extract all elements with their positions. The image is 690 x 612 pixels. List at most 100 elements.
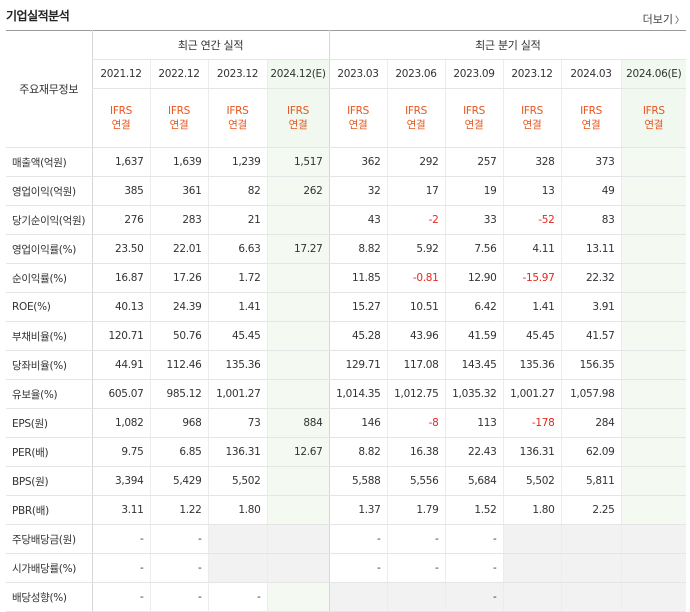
cell-value: 1,517: [266, 147, 330, 177]
cell-value: 8.82: [328, 234, 388, 264]
cell-value: [620, 379, 687, 409]
standard-ifrs: IFRS: [110, 105, 132, 117]
row-label: 유보율(%): [6, 379, 92, 409]
period-header: 2021.12: [91, 59, 150, 89]
cell-value: 884: [266, 408, 330, 438]
cell-value: [620, 176, 687, 206]
cell-value: 362: [328, 147, 388, 177]
cell-value: 3,394: [91, 466, 150, 496]
cell-value: 62.09: [560, 437, 622, 467]
cell-value: [266, 495, 330, 525]
cell-value: -178: [502, 408, 562, 438]
cell-value: 16.87: [91, 263, 150, 293]
standard-consolidated: 연결: [406, 119, 426, 131]
cell-value: 373: [560, 147, 622, 177]
cell-value: 83: [560, 205, 622, 235]
cell-value: 82: [207, 176, 267, 206]
cell-value: 17: [386, 176, 446, 206]
cell-value: 9.75: [91, 437, 150, 467]
cell-value: 1,014.35: [328, 379, 388, 409]
standard-ifrs: IFRS: [642, 105, 665, 117]
cell-value: [502, 553, 562, 583]
table-row: 주당배당금(원) - - - - -: [6, 524, 687, 554]
cell-value: -: [149, 553, 208, 583]
cell-value: 1.52: [444, 495, 504, 525]
period-header: 2023.03: [328, 59, 388, 89]
more-link[interactable]: 더보기 〉: [643, 11, 684, 27]
cell-value: [266, 205, 330, 235]
standard-consolidated: 연결: [522, 119, 542, 131]
period-header: 2022.12: [149, 59, 208, 89]
period-header: 2023.12: [502, 59, 562, 89]
cell-value: 1,082: [91, 408, 150, 438]
cell-value: [266, 553, 330, 583]
period-header: 2024.03: [560, 59, 622, 89]
standard-consolidated: 연결: [288, 119, 308, 131]
cell-value: 112.46: [149, 350, 208, 380]
cell-value: 11.85: [328, 263, 388, 293]
standard-ifrs: IFRS: [287, 105, 309, 117]
cell-value: 40.13: [91, 292, 150, 322]
cell-value: 1.80: [502, 495, 562, 525]
cell-value: 143.45: [444, 350, 504, 380]
cell-value: 13.11: [560, 234, 622, 264]
cell-value: 276: [91, 205, 150, 235]
cell-value: [620, 321, 687, 351]
cell-value: 50.76: [149, 321, 208, 351]
row-label: 시가배당률(%): [6, 553, 92, 583]
cell-value: 1,012.75: [386, 379, 446, 409]
cell-value: 292: [386, 147, 446, 177]
cell-value: 283: [149, 205, 208, 235]
table-row: 시가배당률(%) - - - - -: [6, 553, 687, 583]
quarter-group-header: 최근 분기 실적: [328, 30, 687, 60]
cell-value: -2: [386, 205, 446, 235]
row-label: ROE(%): [6, 292, 92, 322]
cell-value: 44.91: [91, 350, 150, 380]
table-row: 매출액(억원) 1,637 1,639 1,239 1,517 362 292 257 328 3…: [6, 147, 687, 177]
standard-header: IFRS 연결: [266, 88, 330, 148]
period-header: 2023.12: [207, 59, 267, 89]
table-row: PBR(배) 3.11 1.22 1.80 1.37 1.79 1.52 1.80 2.25: [6, 495, 687, 525]
standard-header: IFRS 연결: [91, 88, 150, 148]
table-row: 유보율(%) 605.07 985.12 1,001.27 1,014.35 1,012.…: [6, 379, 687, 409]
cell-value: 45.28: [328, 321, 388, 351]
standard-ifrs: IFRS: [226, 105, 249, 117]
cell-value: -: [328, 524, 388, 554]
row-label: 순이익률(%): [6, 263, 92, 293]
cell-value: [266, 524, 330, 554]
table-row: EPS(원) 1,082 968 73 884 146 -8 113 -178 284: [6, 408, 687, 438]
cell-value: 1,001.27: [207, 379, 267, 409]
cell-value: 985.12: [149, 379, 208, 409]
cell-value: 17.26: [149, 263, 208, 293]
cell-value: -: [91, 524, 150, 554]
period-header: 2024.12(E): [266, 59, 330, 89]
cell-value: 146: [328, 408, 388, 438]
cell-value: 5,429: [149, 466, 208, 496]
row-label: PER(배): [6, 437, 92, 467]
standard-ifrs: IFRS: [463, 105, 485, 117]
cell-value: 1.80: [207, 495, 267, 525]
cell-value: 6.63: [207, 234, 267, 264]
cell-value: 43: [328, 205, 388, 235]
cell-value: [620, 582, 687, 612]
cell-value: -: [207, 582, 267, 612]
standard-ifrs: IFRS: [168, 105, 190, 117]
table-row: BPS(원) 3,394 5,429 5,502 5,588 5,556 5,684 5,50…: [6, 466, 687, 496]
cell-value: 16.38: [386, 437, 446, 467]
standard-consolidated: 연결: [169, 119, 189, 131]
row-label: BPS(원): [6, 466, 92, 496]
cell-value: 120.71: [91, 321, 150, 351]
cell-value: [266, 321, 330, 351]
period-header: 2023.09: [444, 59, 504, 89]
cell-value: [620, 263, 687, 293]
cell-value: 3.91: [560, 292, 622, 322]
cell-value: 45.45: [207, 321, 267, 351]
cell-value: -: [149, 524, 208, 554]
financial-table: 주요재무정보 최근 연간 실적 최근 분기 실적 2021.12 2022.12 2023…: [6, 30, 687, 612]
cell-value: 1,637: [91, 147, 150, 177]
cell-value: 7.56: [444, 234, 504, 264]
table-row: 영업이익(억원) 385 361 82 262 32 17 19 13 49: [6, 176, 687, 206]
cell-value: 17.27: [266, 234, 330, 264]
cell-value: 2.25: [560, 495, 622, 525]
cell-value: 117.08: [386, 350, 446, 380]
